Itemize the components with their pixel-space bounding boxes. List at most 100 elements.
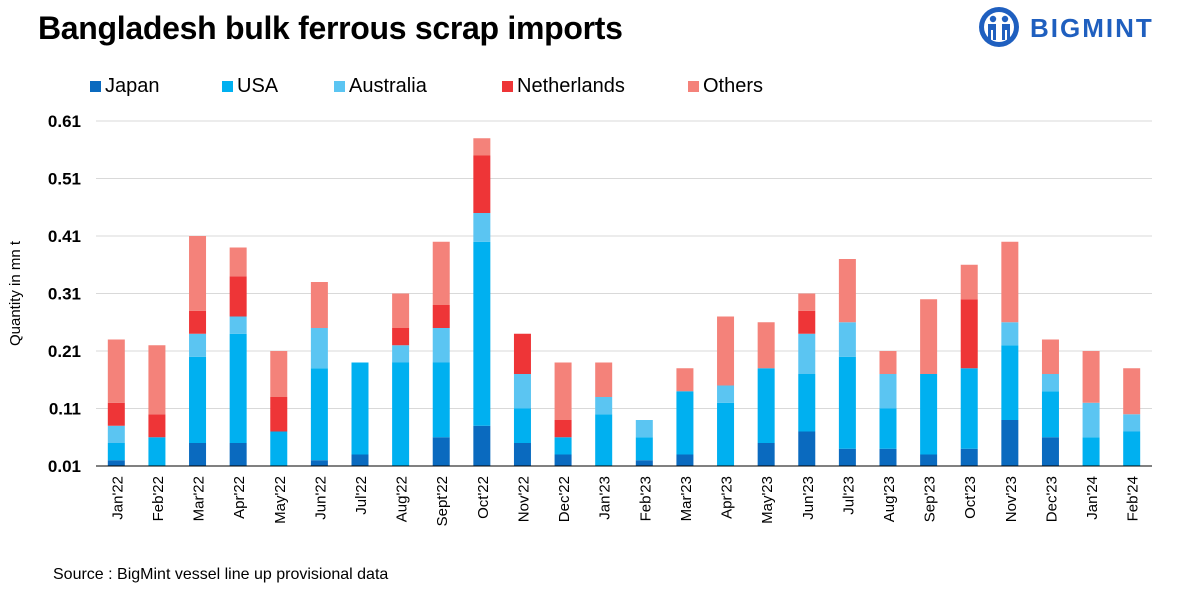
bar-segment-others xyxy=(960,264,978,300)
x-tick-label: Jul'23 xyxy=(840,476,857,515)
bar-segment-japan xyxy=(798,431,816,466)
bar-segment-others xyxy=(757,322,775,369)
bar-segment-others xyxy=(189,236,207,311)
bar-segment-australia xyxy=(595,397,613,415)
bar-segment-others xyxy=(879,351,897,374)
y-tick-label: 0.51 xyxy=(48,170,81,189)
bar-segment-netherlands xyxy=(798,310,816,334)
bar-segment-australia xyxy=(1041,374,1059,392)
bar-segment-usa xyxy=(107,443,125,461)
bar-segment-usa xyxy=(635,437,653,461)
x-tick-label: Apr'22 xyxy=(231,476,248,519)
bar-segment-others xyxy=(1001,241,1019,323)
bar-segment-australia xyxy=(107,425,125,443)
bar-segment-australia xyxy=(838,322,856,357)
bar-segment-australia xyxy=(513,374,531,409)
bar-segment-australia xyxy=(1082,402,1100,438)
x-tick-label: Jan'23 xyxy=(597,476,614,520)
x-tick-label: Apr'23 xyxy=(719,476,736,519)
y-tick-label: 0.31 xyxy=(48,285,81,304)
legend-label: Australia xyxy=(349,75,427,97)
bar-segment-others xyxy=(1123,368,1141,415)
bar-segment-others xyxy=(310,282,328,328)
bar-segment-australia xyxy=(189,333,207,357)
bar-segment-usa xyxy=(148,437,166,466)
bar-segment-usa xyxy=(879,408,897,449)
bar-segment-others xyxy=(838,259,856,323)
bar-segment-japan xyxy=(107,460,125,466)
x-tick-label: Jan'24 xyxy=(1084,476,1101,520)
y-tick-label: 0.11 xyxy=(49,400,81,419)
legend-swatch xyxy=(222,81,233,92)
legend-label: Japan xyxy=(105,75,160,97)
bar-segment-netherlands xyxy=(392,328,410,346)
bar-segment-others xyxy=(229,247,247,277)
legend-label: USA xyxy=(237,75,279,97)
bar-segment-usa xyxy=(757,368,775,443)
bar-segment-others xyxy=(392,293,410,328)
bar-segment-usa xyxy=(554,437,572,455)
bar-segment-netherlands xyxy=(270,397,288,432)
bar-segment-usa xyxy=(392,362,410,466)
bar-segment-australia xyxy=(798,333,816,374)
bar-segment-others xyxy=(554,362,572,420)
bar-segment-japan xyxy=(473,425,491,466)
bar-segment-usa xyxy=(717,402,735,466)
y-tick-label: 0.61 xyxy=(48,112,81,131)
y-axis-label: Quantity in mn t xyxy=(7,240,24,346)
bar-segment-netherlands xyxy=(229,276,247,317)
x-tick-label: Mar'23 xyxy=(678,476,695,521)
bar-segment-others xyxy=(270,351,288,397)
x-tick-label: May'23 xyxy=(759,476,776,524)
y-tick-label: 0.21 xyxy=(48,342,81,361)
bar-segment-others xyxy=(1082,351,1100,403)
x-tick-label: May'22 xyxy=(272,476,289,524)
chart-title: Bangladesh bulk ferrous scrap imports xyxy=(38,10,623,46)
x-tick-label: Feb'22 xyxy=(150,476,167,521)
bar-segment-australia xyxy=(1001,322,1019,346)
bar-segment-netherlands xyxy=(148,414,166,438)
bar-segment-usa xyxy=(960,368,978,449)
x-tick-label: Dec'22 xyxy=(556,476,573,522)
bar-segment-usa xyxy=(920,374,938,455)
x-tick-label: Dec'23 xyxy=(1043,476,1060,522)
bar-segment-usa xyxy=(1123,431,1141,466)
bar-segment-australia xyxy=(879,374,897,409)
x-tick-label: Feb'23 xyxy=(637,476,654,521)
bar-segment-australia xyxy=(310,328,328,369)
bar-segment-others xyxy=(473,138,491,156)
legend-swatch xyxy=(688,81,699,92)
source-note: Source : BigMint vessel line up provisio… xyxy=(53,566,389,583)
bar-segment-japan xyxy=(960,448,978,466)
bar-segment-usa xyxy=(1041,391,1059,438)
x-tick-label: Jul'22 xyxy=(353,476,370,515)
bar-segment-japan xyxy=(189,443,207,466)
x-tick-label: Sep'23 xyxy=(922,476,939,522)
bar-segment-netherlands xyxy=(107,402,125,426)
bar-segment-usa xyxy=(1082,437,1100,466)
bar-segment-others xyxy=(1041,339,1059,374)
bar-segment-netherlands xyxy=(189,310,207,334)
bar-segment-netherlands xyxy=(432,305,450,328)
bar-segment-japan xyxy=(757,443,775,466)
bar-segment-usa xyxy=(351,362,369,455)
bar-segment-usa xyxy=(676,391,694,455)
x-tick-label: Oct'22 xyxy=(475,476,492,519)
bar-segment-usa xyxy=(473,241,491,426)
bar-segment-japan xyxy=(676,454,694,466)
bar-segment-usa xyxy=(838,356,856,449)
bar-segment-japan xyxy=(838,448,856,466)
bar-segment-usa xyxy=(1001,345,1019,420)
legend-label: Others xyxy=(703,75,764,97)
bar-segment-usa xyxy=(270,431,288,466)
bar-segment-australia xyxy=(432,328,450,363)
bar-segment-usa xyxy=(513,408,531,443)
x-tick-label: Feb'24 xyxy=(1125,476,1142,521)
x-tick-label: Mar'22 xyxy=(191,476,208,521)
x-tick-label: Nov'23 xyxy=(1003,476,1020,522)
bar-segment-japan xyxy=(310,460,328,466)
x-tick-label: Aug'23 xyxy=(881,476,898,522)
bar-segment-japan xyxy=(1041,437,1059,466)
bigmint-logo-icon xyxy=(979,7,1019,47)
bar-segment-usa xyxy=(432,362,450,438)
